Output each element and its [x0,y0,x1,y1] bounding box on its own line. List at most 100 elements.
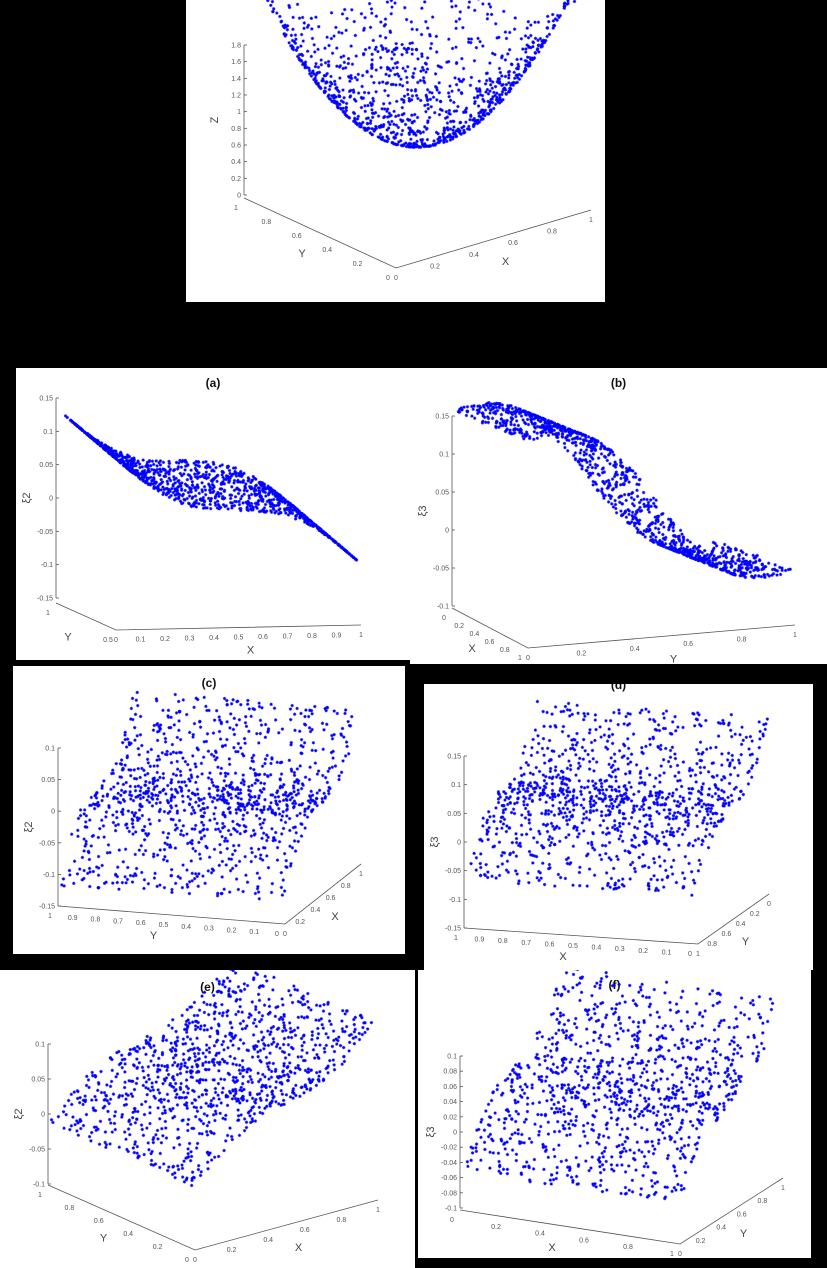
svg-text:-0.05: -0.05 [39,840,55,847]
svg-text:0.1: 0.1 [447,1054,457,1061]
svg-text:0.6: 0.6 [258,634,268,641]
svg-text:0.05: 0.05 [447,811,461,818]
svg-text:1: 1 [359,871,363,878]
svg-text:0.6: 0.6 [722,931,732,938]
chart-panel-f: (f)-0.1-0.08-0.06-0.04-0.0200.020.040.06… [418,970,811,1258]
svg-text:1: 1 [38,1192,42,1199]
svg-text:0.4: 0.4 [716,1225,726,1232]
svg-text:0.05: 0.05 [31,1077,45,1084]
svg-text:-0.1: -0.1 [449,897,461,904]
svg-text:Z: Z [209,116,221,123]
svg-text:-0.02: -0.02 [441,1145,457,1152]
svg-text:X: X [502,256,510,268]
plot-area: -0.1 -0.08 -0.06 -0.04 -0.02 0 0.02 0.04 0.06 0.0… [425,970,785,1258]
svg-text:0.6: 0.6 [485,639,495,646]
svg-text:0.4: 0.4 [736,921,746,928]
svg-text:ξ3: ξ3 [425,1126,437,1137]
svg-text:0.4: 0.4 [322,247,332,254]
svg-text:ξ3: ξ3 [417,505,429,516]
svg-text:0.2: 0.2 [638,948,648,955]
svg-text:1: 1 [781,1185,785,1192]
svg-text:0.8: 0.8 [623,1244,633,1251]
svg-text:X: X [247,645,255,657]
svg-text:0.5: 0.5 [234,635,244,642]
svg-text:Y: Y [670,654,678,665]
svg-text:0.2: 0.2 [227,1247,237,1254]
svg-text:0.05: 0.05 [435,490,449,497]
svg-text:Y: Y [64,632,72,644]
svg-text:1.2: 1.2 [231,93,241,100]
svg-text:0.6: 0.6 [683,641,693,648]
svg-text:1: 1 [696,951,700,958]
svg-text:1: 1 [793,632,797,639]
svg-text:0: 0 [283,931,287,938]
svg-text:0: 0 [678,1251,682,1258]
svg-text:X: X [548,1242,556,1254]
svg-text:0.5: 0.5 [103,637,113,644]
svg-text:0.6: 0.6 [136,920,146,927]
svg-text:0.6: 0.6 [545,941,555,948]
svg-text:0: 0 [193,1257,197,1264]
svg-text:Y: Y [100,1233,108,1245]
svg-text:0.2: 0.2 [353,261,363,268]
svg-text:0: 0 [275,931,279,938]
svg-text:0.9: 0.9 [68,915,78,922]
svg-text:0: 0 [526,655,530,662]
svg-text:-0.15: -0.15 [37,596,53,603]
chart-panel-b: (b) -0.1 -0.05 0 0.05 0.1 0.15 ξ3 0 0.2 0.4 0.6 0.8 1… [410,368,827,664]
svg-text:0.2: 0.2 [491,1224,501,1231]
svg-text:-0.15: -0.15 [445,926,461,933]
svg-text:0.6: 0.6 [231,143,241,150]
svg-text:0.2: 0.2 [750,911,760,918]
svg-text:0.05: 0.05 [41,777,55,784]
svg-text:0.4: 0.4 [470,631,480,638]
svg-text:0.15: 0.15 [447,754,461,761]
svg-text:ξ3: ξ3 [429,836,441,847]
svg-text:0.4: 0.4 [535,1231,545,1238]
svg-text:0.6: 0.6 [94,1218,104,1225]
svg-text:0.15: 0.15 [39,396,53,403]
svg-text:-0.05: -0.05 [29,1147,45,1154]
chart-panel-a: (a) -0.15 -0.1 -0.05 0 0.05 0.1 0.15 ξ2 1 0.5 0 0.1 0… [16,368,410,660]
svg-text:0.4: 0.4 [123,1231,133,1238]
svg-text:0.2: 0.2 [153,1244,163,1251]
svg-text:X: X [295,1242,303,1254]
svg-text:0.2: 0.2 [577,650,587,657]
svg-text:0.15: 0.15 [435,414,449,421]
svg-text:0: 0 [51,809,55,816]
svg-text:1: 1 [237,109,241,116]
svg-text:ξ2: ξ2 [21,492,33,503]
svg-text:0.8: 0.8 [341,883,351,890]
svg-text:1: 1 [518,655,522,662]
svg-text:Y: Y [740,1228,748,1240]
svg-text:ξ2: ξ2 [13,1108,25,1119]
svg-text:1: 1 [46,610,50,617]
svg-text:0.2: 0.2 [295,919,305,926]
svg-text:-0.05: -0.05 [37,529,53,536]
svg-text:1: 1 [359,632,363,639]
svg-text:0.8: 0.8 [65,1205,75,1212]
svg-text:0.6: 0.6 [326,895,336,902]
panel-title: (a) [205,376,221,390]
svg-text:-0.05: -0.05 [433,566,449,573]
svg-text:0.04: 0.04 [443,1099,457,1106]
svg-text:0: 0 [453,1130,457,1137]
svg-text:0: 0 [114,637,118,644]
plot-area: -0.15 -0.1 -0.05 0 0.05 0.1 0.15 ξ3 1 0.9 0.8 0.7 0.… [429,699,771,963]
svg-text:0.6: 0.6 [292,233,302,240]
svg-text:0.8: 0.8 [231,126,241,133]
svg-text:0.1: 0.1 [136,637,146,644]
svg-text:0.4: 0.4 [263,1237,273,1244]
svg-text:Y: Y [150,930,158,942]
svg-text:X: X [331,911,339,923]
svg-text:1: 1 [454,935,458,942]
svg-text:0: 0 [442,615,446,622]
svg-text:0.2: 0.2 [231,176,241,183]
chart-panel-e: (e) -0.1 -0.05 0 0.05 0.1 ξ2 1 0.8 0.6 0.4 0.2 0 0 0.2… [0,970,415,1268]
svg-text:0.6: 0.6 [508,240,518,247]
svg-text:0: 0 [445,528,449,535]
svg-text:0: 0 [450,1217,454,1224]
